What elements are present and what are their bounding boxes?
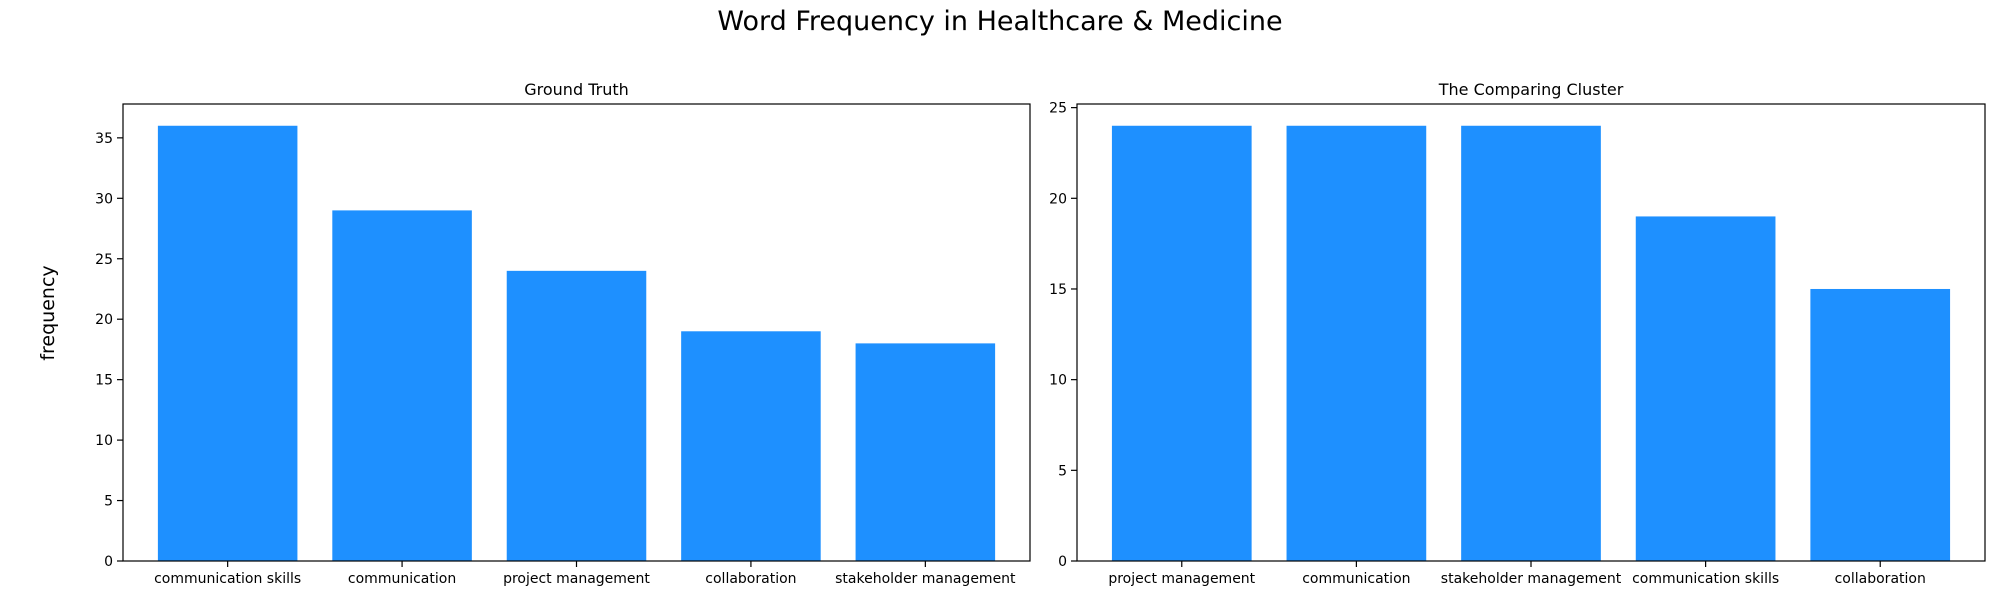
- y-tick-label: 35: [95, 131, 113, 147]
- bar: [1286, 125, 1427, 561]
- y-tick-label: 5: [104, 494, 113, 510]
- x-tick-label: communication: [348, 571, 456, 587]
- figure-title: Word Frequency in Healthcare & Medicine: [717, 6, 1283, 37]
- bar: [1810, 288, 1951, 561]
- x-tick-label: communication skills: [1632, 571, 1779, 587]
- x-tick-label: communication skills: [154, 571, 301, 587]
- y-tick-label: 5: [1058, 463, 1067, 479]
- y-tick-label: 20: [95, 312, 113, 328]
- y-tick-label: 0: [104, 554, 113, 570]
- bar: [332, 210, 472, 561]
- chart-ground-truth: Ground Truth 0 5 10 15 20 25 30 35 communication …: [95, 80, 1031, 587]
- y-tick-label: 30: [95, 191, 113, 207]
- bar: [1461, 125, 1601, 561]
- x-tick-label: communication: [1302, 571, 1410, 587]
- bar: [855, 343, 996, 561]
- x-tick-label: collaboration: [705, 571, 796, 587]
- x-tick-label: collaboration: [1835, 571, 1926, 587]
- y-tick-label: 10: [95, 433, 113, 449]
- y-tick-label: 10: [1049, 373, 1067, 389]
- bar: [681, 331, 821, 561]
- y-tick-label: 0: [1058, 554, 1067, 570]
- y-tick-label: 15: [95, 373, 113, 389]
- bar: [1635, 216, 1776, 561]
- y-tick-label: 25: [1049, 101, 1067, 117]
- y-tick-label: 25: [95, 252, 113, 268]
- x-tick-label: project management: [503, 571, 650, 587]
- chart-comparing-cluster: The Comparing Cluster 0 5 10 15 20 25 project m…: [1049, 80, 1986, 587]
- subplot-title: Ground Truth: [524, 80, 629, 99]
- bar: [506, 270, 647, 561]
- y-tick-label: 20: [1049, 191, 1067, 207]
- subplot-title: The Comparing Cluster: [1438, 80, 1624, 99]
- x-tick-label: project management: [1108, 571, 1255, 587]
- x-tick-label: stakeholder management: [835, 571, 1016, 587]
- y-tick-label: 15: [1049, 282, 1067, 298]
- bar: [157, 125, 298, 561]
- x-tick-label: stakeholder management: [1441, 571, 1622, 587]
- bar: [1111, 125, 1252, 561]
